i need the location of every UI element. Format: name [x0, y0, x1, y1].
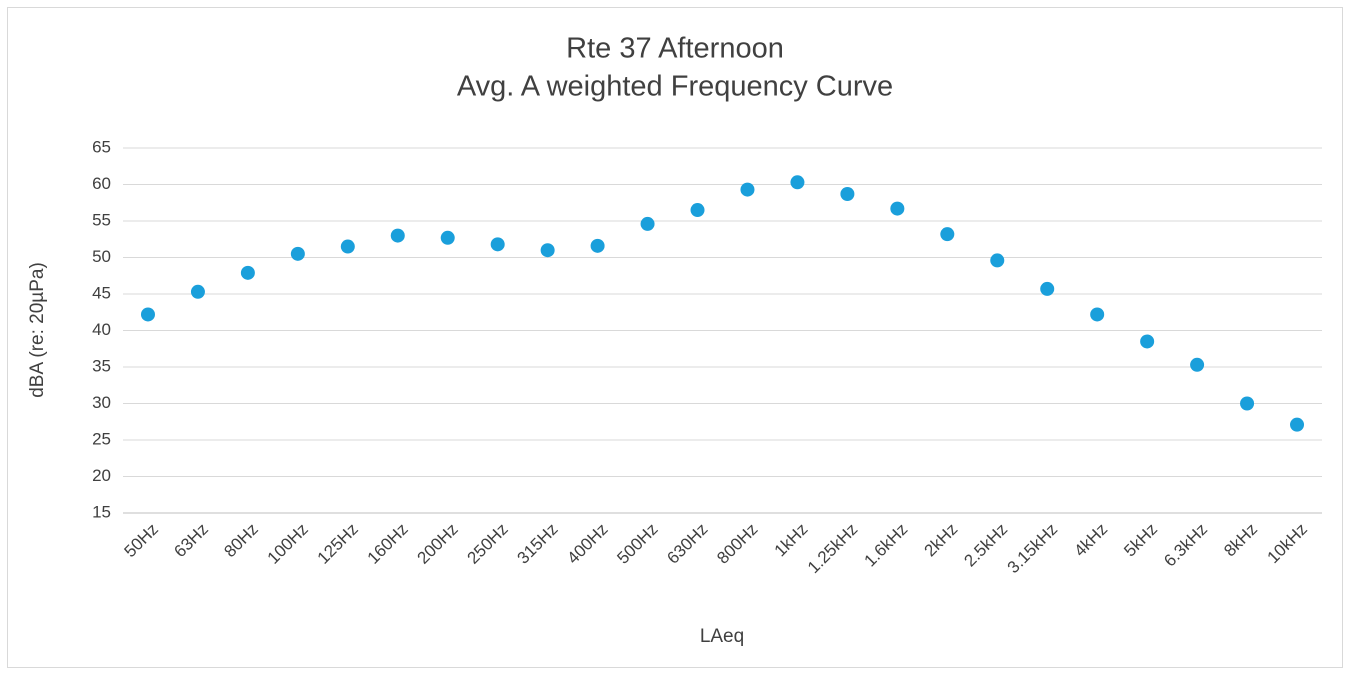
data-point	[1140, 334, 1155, 349]
y-tick-label: 25	[92, 429, 111, 448]
y-tick-label: 20	[92, 466, 111, 485]
data-point	[1290, 417, 1305, 432]
y-tick-label: 55	[92, 210, 111, 229]
data-point	[690, 203, 705, 218]
data-point	[1090, 307, 1105, 322]
chart-title: Rte 37 Afternoon	[566, 33, 784, 65]
data-point	[190, 284, 205, 299]
data-point	[740, 182, 755, 197]
data-point	[1040, 281, 1055, 296]
data-point	[340, 239, 355, 254]
data-point	[940, 227, 955, 242]
data-point	[140, 307, 155, 322]
data-point	[1190, 357, 1205, 372]
data-point	[1240, 396, 1255, 411]
y-tick-label: 45	[92, 283, 111, 302]
data-point	[290, 246, 305, 261]
x-axis-label: LAeq	[700, 626, 744, 647]
y-tick-label: 65	[92, 137, 111, 156]
y-axis-label: dBA (re: 20µPa)	[27, 262, 48, 398]
data-point	[890, 201, 905, 216]
y-tick-label: 30	[92, 393, 111, 412]
data-point	[990, 253, 1005, 268]
data-point	[440, 230, 455, 245]
y-tick-label: 15	[92, 502, 111, 521]
y-tick-label: 35	[92, 356, 111, 375]
chart-subtitle: Avg. A weighted Frequency Curve	[457, 71, 893, 103]
data-point	[840, 186, 855, 201]
data-point	[640, 216, 655, 231]
y-tick-label: 50	[92, 247, 111, 266]
y-tick-label: 40	[92, 320, 111, 339]
data-point	[240, 265, 255, 280]
chart-border	[7, 7, 1343, 668]
y-tick-label: 60	[92, 174, 111, 193]
data-point	[540, 243, 555, 258]
data-point	[790, 175, 805, 190]
data-point	[390, 228, 405, 243]
data-point	[490, 237, 505, 252]
data-point	[590, 238, 605, 253]
